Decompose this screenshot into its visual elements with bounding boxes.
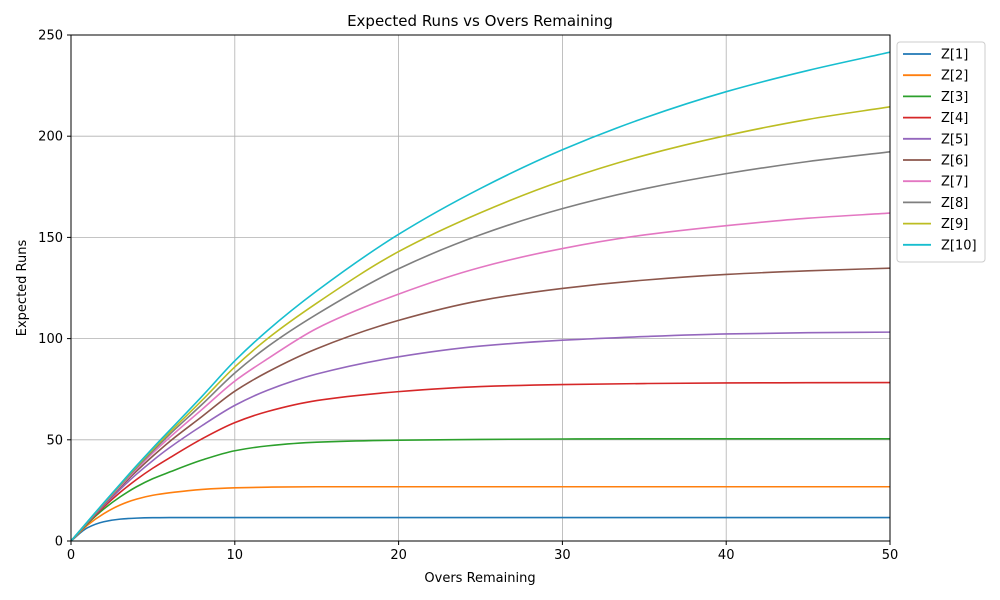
chart-title: Expected Runs vs Overs Remaining <box>347 12 613 30</box>
y-tick-label: 50 <box>46 433 63 448</box>
x-tick-label: 10 <box>227 548 244 563</box>
series-line-2 <box>70 485 890 542</box>
y-tick-label: 250 <box>38 29 63 44</box>
series-line-9 <box>70 106 891 542</box>
x-axis-ticks: 0 10 20 30 40 50 <box>67 541 898 563</box>
legend: Z[1] Z[2] Z[3] Z[4] Z[5] Z[6] Z[7] Z[8] Z[9] Z[10… <box>896 41 986 263</box>
series-line-10 <box>70 51 891 542</box>
x-tick-label: 0 <box>67 548 75 563</box>
legend-label: Z[10] <box>941 238 977 253</box>
legend-label: Z[4] <box>941 111 968 126</box>
y-tick-label: 150 <box>38 231 63 246</box>
legend-label: Z[6] <box>941 154 968 169</box>
legend-label: Z[5] <box>941 132 968 147</box>
legend-label: Z[8] <box>941 196 968 211</box>
x-tick-label: 50 <box>882 548 899 563</box>
legend-label: Z[7] <box>941 175 968 190</box>
y-axis-label: Expected Runs <box>15 240 30 337</box>
legend-label: Z[2] <box>941 69 968 84</box>
y-tick-label: 0 <box>55 535 63 550</box>
grid-lines <box>70 34 891 542</box>
y-tick-label: 100 <box>38 332 63 347</box>
x-axis-label: Overs Remaining <box>424 571 535 586</box>
legend-label: Z[1] <box>941 48 968 63</box>
legend-label: Z[9] <box>941 217 968 232</box>
x-tick-label: 40 <box>718 548 735 563</box>
y-axis-ticks: 0 50 100 150 200 250 <box>38 29 71 550</box>
series-line-3 <box>70 437 890 542</box>
x-tick-label: 20 <box>390 548 407 563</box>
legend-label: Z[3] <box>941 90 968 105</box>
plot-frame <box>70 34 891 542</box>
x-tick-label: 30 <box>554 548 571 563</box>
y-tick-label: 200 <box>38 130 63 145</box>
series-line-5 <box>70 331 891 542</box>
series-lines <box>70 51 891 542</box>
series-line-1 <box>70 516 890 542</box>
series-line-7 <box>70 212 891 542</box>
series-line-4 <box>70 381 891 542</box>
